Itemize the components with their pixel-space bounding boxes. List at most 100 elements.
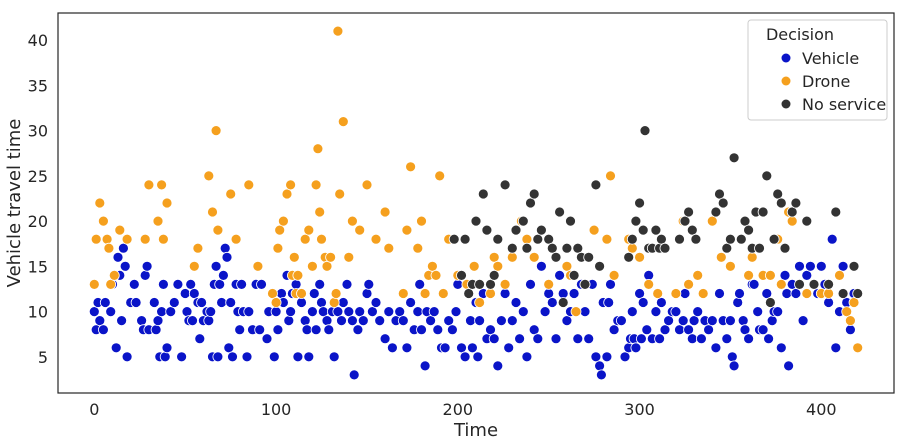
point-no-service <box>481 224 493 236</box>
point-vehicle <box>450 306 462 318</box>
point-drone <box>652 288 664 299</box>
point-drone <box>801 288 813 299</box>
point-vehicle <box>634 288 645 299</box>
point-drone <box>426 260 438 272</box>
point-drone <box>416 215 427 227</box>
point-vehicle <box>737 315 749 327</box>
point-no-service <box>717 197 729 209</box>
point-drone <box>528 251 540 263</box>
point-vehicle <box>485 324 496 336</box>
point-no-service <box>517 215 529 227</box>
point-vehicle <box>739 324 751 336</box>
point-vehicle <box>243 306 255 318</box>
point-drone <box>303 224 315 236</box>
point-drone <box>321 260 333 272</box>
point-drone <box>299 233 311 245</box>
point-vehicle <box>761 288 773 299</box>
point-vehicle <box>301 324 313 336</box>
point-vehicle <box>268 351 280 363</box>
point-drone <box>161 197 173 209</box>
point-drone <box>412 242 424 254</box>
point-vehicle <box>626 306 638 318</box>
point-vehicle <box>168 297 180 308</box>
point-drone <box>561 260 573 272</box>
point-vehicle <box>514 333 525 345</box>
x-tick-label: 300 <box>624 400 655 419</box>
point-vehicle <box>619 351 631 363</box>
point-no-service <box>710 206 722 218</box>
point-drone <box>485 288 496 299</box>
point-no-service <box>650 224 662 236</box>
point-no-service <box>485 278 496 290</box>
point-vehicle <box>677 315 689 327</box>
point-no-service <box>565 215 576 227</box>
point-vehicle <box>557 288 569 299</box>
point-vehicle <box>352 324 364 336</box>
point-vehicle <box>363 278 375 290</box>
point-drone <box>332 25 344 37</box>
point-drone <box>608 269 620 281</box>
point-drone <box>108 269 120 281</box>
point-no-service <box>772 188 784 200</box>
legend-marker-vehicle <box>781 53 791 63</box>
y-axis-ticks: 5 10 15 20 25 30 35 40 <box>28 31 48 367</box>
point-drone <box>383 242 395 254</box>
point-vehicle <box>670 306 682 318</box>
point-vehicle <box>416 324 427 336</box>
point-drone <box>499 278 511 290</box>
point-no-service <box>470 215 482 227</box>
point-drone <box>121 233 133 245</box>
point-no-service <box>572 242 584 254</box>
point-vehicle <box>503 342 515 354</box>
point-vehicle <box>656 297 667 308</box>
point-drone <box>292 269 304 281</box>
point-vehicle <box>394 306 406 318</box>
point-vehicle <box>296 297 307 308</box>
point-vehicle <box>474 315 486 327</box>
point-vehicle <box>543 288 555 299</box>
point-vehicle <box>790 288 802 299</box>
point-vehicle <box>696 333 707 345</box>
point-no-service <box>757 206 769 218</box>
point-no-service <box>506 242 518 254</box>
point-vehicle <box>187 315 198 327</box>
point-vehicle <box>99 297 111 308</box>
point-vehicle <box>456 342 467 354</box>
point-vehicle <box>139 269 151 281</box>
point-drone <box>521 233 533 245</box>
point-vehicle <box>743 333 754 345</box>
point-vehicle <box>379 333 391 345</box>
point-vehicle <box>118 242 129 254</box>
point-drone <box>285 179 297 191</box>
point-no-service <box>830 206 842 218</box>
point-vehicle <box>797 315 809 327</box>
point-vehicle <box>343 306 355 318</box>
point-vehicle <box>121 351 133 363</box>
point-vehicle <box>303 351 315 363</box>
point-no-service <box>474 278 486 290</box>
point-no-service <box>590 179 602 191</box>
point-vehicle <box>732 297 744 308</box>
point-vehicle <box>425 315 437 327</box>
point-drone <box>156 179 168 191</box>
point-vehicle <box>439 342 451 354</box>
point-vehicle <box>726 351 738 363</box>
legend-marker-no-service <box>781 99 791 109</box>
point-vehicle <box>446 324 458 336</box>
point-drone <box>270 297 282 308</box>
x-axis-label: Time <box>453 420 498 441</box>
point-vehicle <box>366 306 378 318</box>
point-vehicle <box>432 324 444 336</box>
point-vehicle <box>276 288 287 299</box>
point-drone <box>88 278 100 290</box>
point-no-service <box>754 242 765 254</box>
point-vehicle <box>112 251 124 263</box>
point-no-service <box>721 242 733 254</box>
point-vehicle <box>775 342 787 354</box>
point-no-service <box>477 188 489 200</box>
legend-box <box>747 19 888 121</box>
point-no-service <box>554 206 565 218</box>
point-vehicle <box>299 315 311 327</box>
point-vehicle <box>88 306 100 318</box>
point-vehicle <box>568 288 580 299</box>
